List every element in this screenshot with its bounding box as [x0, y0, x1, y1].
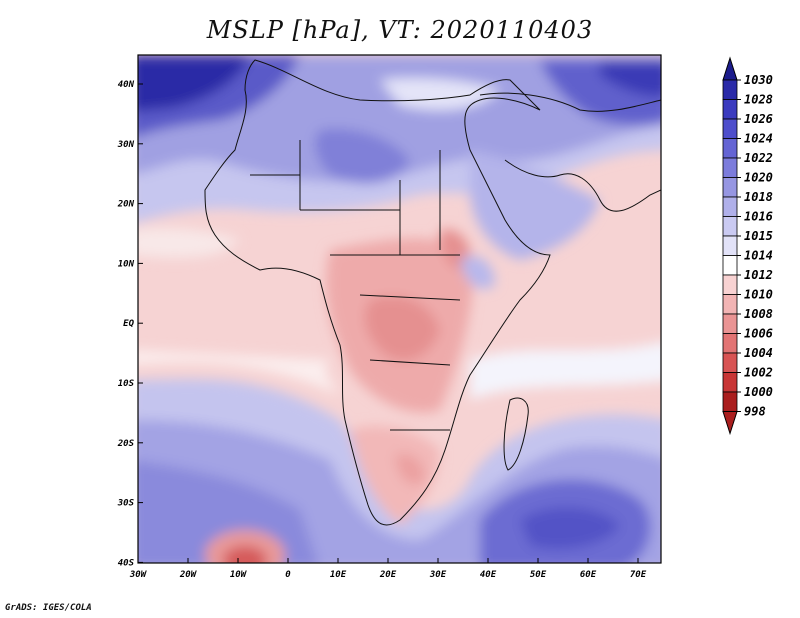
colorbar-segment	[722, 333, 738, 354]
lat-tick-label: 40N	[118, 80, 135, 90]
lat-tick-label: 40S	[118, 558, 135, 568]
lat-tick-label: 30N	[117, 140, 135, 150]
colorbar-label: 1028	[744, 93, 773, 107]
colorbar-segment	[722, 255, 738, 276]
pressure-field	[138, 55, 661, 563]
colorbar-segment	[722, 79, 738, 100]
colorbar-label: 1026	[744, 112, 773, 126]
credit-label: GrADS: IGES/COLA	[5, 603, 92, 613]
colorbar-label: 1024	[744, 132, 773, 146]
colorbar-segment	[722, 313, 738, 334]
colorbar-segment	[722, 157, 738, 178]
lon-tick-label: 10E	[330, 570, 347, 580]
colorbar-label: 1014	[744, 249, 773, 263]
colorbar-segment	[722, 235, 738, 256]
colorbar-label: 1004	[744, 346, 773, 360]
lon-tick-label: 70E	[630, 570, 647, 580]
colorbar-label: 1022	[744, 151, 773, 165]
lon-tick-label: 20E	[379, 570, 397, 580]
colorbar-label: 1012	[744, 268, 773, 282]
lat-tick-label: 10N	[118, 259, 135, 269]
lat-tick-label: EQ	[123, 319, 134, 329]
lon-tick-label: 20W	[179, 570, 198, 580]
lon-tick-label: 40E	[480, 570, 497, 580]
colorbar-segment	[722, 118, 738, 139]
lat-tick-label: 10S	[118, 379, 135, 389]
map-frame	[137, 54, 662, 564]
latitude-axis: 40N 30N 20N 10N EQ 10S 20S 30S 40S	[117, 80, 143, 568]
coastlines	[204, 59, 661, 526]
lat-tick-label: 20S	[117, 439, 135, 449]
colorbar-label: 1010	[744, 288, 773, 302]
colorbar-segment	[722, 138, 738, 159]
colorbar-label: 1006	[744, 327, 773, 341]
colorbar-segment	[722, 294, 738, 315]
colorbar-segment	[722, 391, 738, 412]
colorbar-label: 998	[744, 405, 766, 419]
lon-tick-label: 0	[285, 570, 291, 580]
colorbar-label: 1002	[744, 366, 773, 380]
colorbar-top-arrow	[722, 56, 738, 81]
colorbar: 1030 1028 1026 1024 1022 1020 1018 1016 1015 1014…	[722, 56, 773, 436]
colorbar-segment	[722, 372, 738, 393]
lon-tick-label: 60E	[580, 570, 597, 580]
colorbar-segment	[722, 99, 738, 120]
map-title: MSLP [hPa], VT: 2020110403	[206, 16, 594, 44]
longitude-axis: 30W 20W 10W 0 10E 20E 30E 40E 50E 60E 70E	[129, 558, 647, 580]
lon-tick-label: 30W	[129, 570, 148, 580]
colorbar-segment	[722, 196, 738, 217]
colorbar-bottom-arrow	[722, 411, 738, 436]
colorbar-segment	[722, 216, 738, 237]
colorbar-label: 1000	[744, 385, 773, 399]
map-figure: 30W 20W 10W 0 10E 20E 30E 40E 50E 60E 70E 40N 30N 20…	[117, 54, 773, 580]
lat-tick-label: 30S	[117, 499, 135, 509]
lon-tick-label: 50E	[530, 570, 547, 580]
colorbar-label: 1020	[744, 171, 773, 185]
colorbar-segment	[722, 274, 738, 295]
colorbar-segment	[722, 177, 738, 198]
lat-tick-label: 20N	[117, 200, 135, 210]
colorbar-label: 1015	[744, 229, 773, 243]
colorbar-label: 1018	[744, 190, 773, 204]
colorbar-label: 1030	[744, 73, 773, 87]
colorbar-label: 1008	[744, 307, 773, 321]
colorbar-segment	[722, 352, 738, 373]
colorbar-label: 1016	[744, 210, 773, 224]
lon-tick-label: 30E	[429, 570, 447, 580]
lon-tick-label: 10W	[230, 570, 248, 580]
